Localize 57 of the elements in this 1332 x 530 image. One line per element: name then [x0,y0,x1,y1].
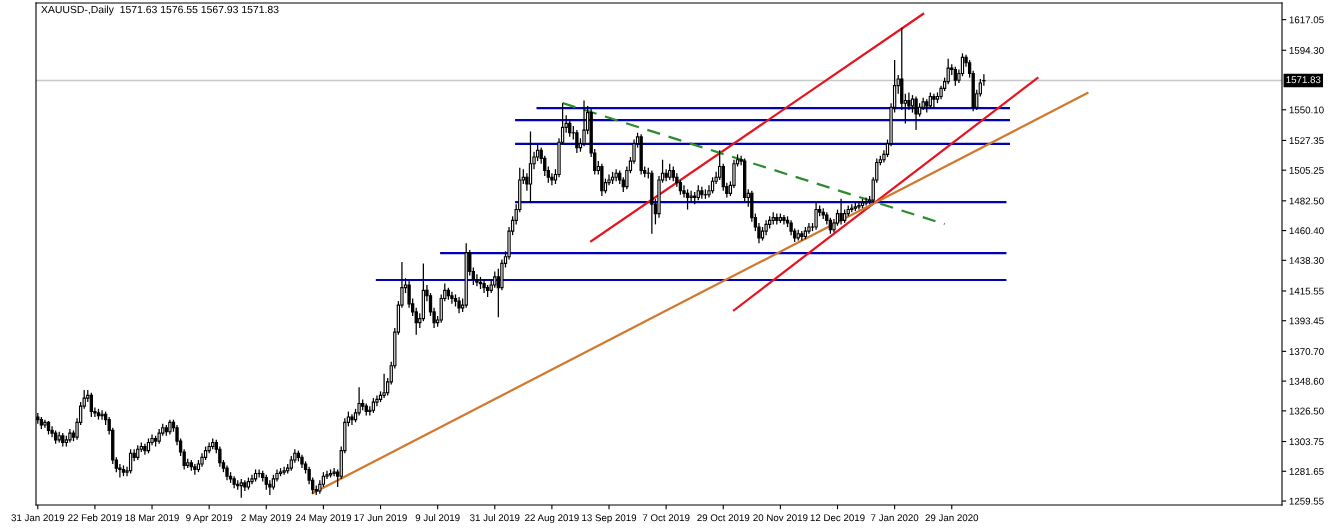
x-tick-label: 18 Mar 2019 [125,514,179,522]
y-tick-label: 1617.05 [1289,16,1324,24]
candlestick [382,373,386,399]
x-tick-label: 9 Jul 2019 [415,514,460,522]
candlestick [450,291,454,305]
candlestick [839,198,843,226]
candlestick [482,278,486,294]
x-tick-label: 24 May 2019 [295,514,352,524]
candlestick [193,463,197,476]
candlestick [914,95,918,131]
candlestick [689,190,693,203]
x-tick-label: 12 Dec 2019 [810,514,865,522]
y-tick-label: 1550.10 [1289,106,1324,114]
candlestick [143,443,147,456]
chart-title: XAUUSD-,Daily 1571.63 1576.55 1567.93 1571.83 [41,5,279,16]
candlestick [664,168,668,182]
x-tick-label: 20 Nov 2019 [753,514,808,522]
x-tick-label: 17 Jun 2019 [354,514,407,522]
x-tick-label: 31 Jan 2019 [11,514,65,522]
x-tick-label: 22 Aug 2019 [525,514,579,524]
ref-line-label: 1571.83 [1286,76,1321,84]
candlestick [814,200,818,231]
candlestick [257,468,261,479]
candlestick [282,466,286,476]
y-tick-label: 1415.55 [1289,287,1324,295]
x-tick-label: 13 Sep 2019 [582,514,637,524]
candlestick [932,93,936,108]
y-tick-label: 1370.70 [1289,348,1324,355]
x-tick-label: 2 May 2019 [241,514,292,524]
y-tick-label: 1527.35 [1289,137,1324,145]
y-tick-label: 1326.50 [1289,407,1324,415]
x-tick-label: 29 Oct 2019 [697,514,750,522]
x-tick-label: 9 Apr 2019 [186,514,233,524]
y-tick-label: 1393.45 [1289,317,1324,325]
x-tick-label: 7 Oct 2019 [642,514,690,522]
candlestick [575,129,579,154]
candlestick [350,413,354,426]
y-tick-label: 1259.55 [1289,497,1324,505]
candlestick [864,196,868,207]
candlestick [332,467,336,477]
y-tick-label: 1594.30 [1289,47,1324,54]
x-tick-label: 31 Jul 2019 [470,514,520,522]
y-tick-label: 1505.25 [1289,166,1324,174]
y-tick-label: 1281.65 [1289,468,1324,475]
candlestick [100,409,104,421]
candlestick [857,200,861,211]
y-tick-label: 1303.75 [1289,438,1324,446]
y-tick-label: 1460.40 [1289,227,1324,235]
y-tick-label: 1438.30 [1289,257,1324,264]
y-tick-label: 1482.50 [1289,197,1324,205]
candlestick [685,188,690,211]
candlestick [953,66,957,87]
candlestick [89,392,93,418]
y-tick-label: 1348.60 [1289,377,1324,385]
x-tick-label: 22 Feb 2019 [68,514,122,522]
x-tick-label: 29 Jan 2020 [925,514,979,522]
x-tick-label: 7 Jan 2020 [871,514,919,522]
